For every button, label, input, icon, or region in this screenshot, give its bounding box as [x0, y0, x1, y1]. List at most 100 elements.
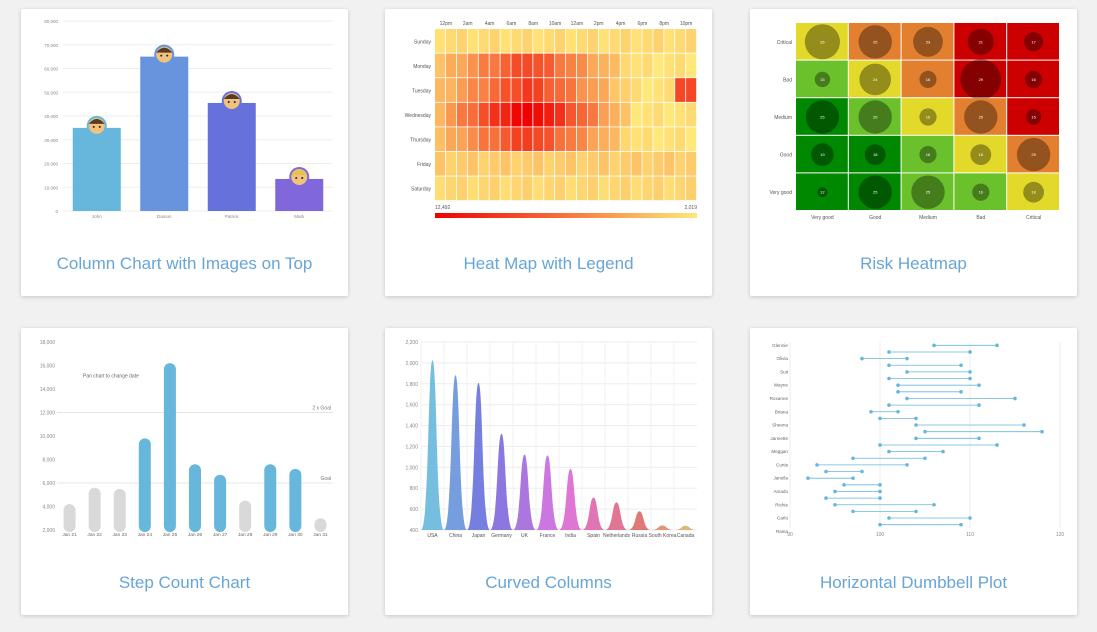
- x-tick-label: Japan: [472, 533, 486, 539]
- card-dumbbell[interactable]: 90 100 110 120 Glennie Olivia Suit Wayne Roxanne…: [750, 328, 1077, 615]
- heatmap-cell: [500, 78, 511, 102]
- y-tick-label: Tuesday: [412, 88, 431, 94]
- card-title[interactable]: Column Chart with Images on Top: [56, 254, 313, 273]
- heatmap-cell: [620, 78, 631, 102]
- x-tick-label: India: [565, 533, 576, 539]
- y-tick-label: Monday: [413, 64, 431, 70]
- heatmap-cell: [675, 53, 686, 78]
- risk-bubble-label: 16: [926, 115, 931, 120]
- heatmap-cell: [653, 151, 664, 176]
- risk-bubble-label: 25: [873, 190, 878, 195]
- heatmap-cell: [445, 102, 457, 127]
- dumbbell-start: [851, 456, 855, 461]
- heatmap-cell: [544, 29, 555, 53]
- risk-bubble-label: 25: [873, 115, 878, 120]
- risk-cell: [848, 98, 901, 135]
- card-title[interactable]: Horizontal Dumbbell Plot: [819, 573, 1008, 592]
- card-curved-columns[interactable]: 400 600 800 1,000 1,200 1,400 1,600 1,800 2,000 2…: [385, 328, 712, 615]
- y-tick-label: 80,000: [44, 19, 58, 24]
- card-heatmap-legend[interactable]: 12pm 2am 4am 6am 8am 10am 12am 2pm 4pm 6pm 8pm 10pm…: [385, 9, 712, 296]
- risk-cell: [954, 135, 1007, 173]
- y-tick-label: Very good: [769, 190, 792, 196]
- card-title[interactable]: Heat Map with Legend: [463, 254, 634, 273]
- x-tick-label: 90: [787, 532, 793, 538]
- dumbbell-end: [959, 363, 963, 368]
- x-tick-label: 6am: [507, 21, 517, 27]
- card-title[interactable]: Risk Heatmap: [860, 254, 967, 273]
- heatmap-cell: [598, 78, 609, 102]
- dumbbell-end: [905, 463, 909, 467]
- dumbbell-start: [815, 463, 819, 467]
- x-tick-label: Germany: [491, 533, 512, 539]
- dumbbell-end: [968, 350, 972, 354]
- risk-bubble-label: 29: [979, 77, 984, 82]
- y-tick-label: Meggan: [771, 449, 788, 454]
- heatmap-cell: [664, 127, 675, 152]
- heatmap-cell: [653, 29, 664, 53]
- heatmap-cell: [435, 102, 446, 127]
- heatmap-cell: [686, 53, 697, 78]
- risk-bubble: [967, 28, 994, 55]
- card-column-images[interactable]: 0 10,000 20,000 30,000 40,000 50,000 60,000 70,…: [21, 9, 348, 296]
- dumbbell-end: [932, 502, 936, 507]
- risk-bubble: [1025, 109, 1042, 125]
- heatmap-cell: [642, 127, 653, 152]
- heatmap-cell: [598, 127, 609, 152]
- card-title[interactable]: Step Count Chart: [118, 573, 251, 592]
- bar: [207, 102, 256, 211]
- dumbbell-start: [869, 409, 873, 414]
- heatmap-cell: [609, 151, 620, 176]
- heatmap-cell: [533, 78, 544, 102]
- dumbbell-chart: 90 100 110 120 Glennie Olivia Suit Wayne Roxanne…: [770, 342, 1064, 538]
- y-tick-label: Briana: [775, 409, 789, 414]
- risk-bubble-label: 15: [820, 77, 825, 82]
- dumbbell-end: [914, 509, 918, 514]
- heatmap-cell: [555, 78, 566, 102]
- y-tick-label: Curtis: [776, 462, 789, 467]
- curved-column: [559, 469, 582, 530]
- heatmap-cell: [664, 78, 675, 102]
- dumbbell-start: [914, 423, 918, 427]
- heatmap-cell: [445, 29, 457, 53]
- risk-bubble: [913, 26, 943, 57]
- heatmap-cell: [686, 29, 697, 53]
- heatmap-cell: [631, 127, 642, 152]
- heatmap-cell: [533, 29, 544, 53]
- y-tick-label: Wayne: [774, 383, 789, 388]
- heatmap-cell: [489, 127, 500, 152]
- risk-bubble-label: 23: [926, 39, 931, 44]
- dumbbell-end: [896, 409, 900, 414]
- heatmap-cell: [587, 78, 598, 102]
- heatmap-cell: [631, 151, 642, 176]
- heatmap-cell: [467, 102, 478, 127]
- heatmap-cell: [435, 127, 446, 152]
- card-title[interactable]: Curved Columns: [485, 573, 612, 592]
- heatmap-cell: [587, 102, 598, 127]
- risk-cell: [1007, 173, 1059, 210]
- dumbbell-start: [842, 483, 846, 487]
- y-tick-label: 800: [410, 486, 419, 492]
- heatmap-cell: [456, 176, 467, 201]
- card-risk-heatmap[interactable]: Critical Bad Medium Good Very good Very good G…: [750, 9, 1077, 296]
- risk-bubble: [1023, 181, 1044, 203]
- y-tick-label: 40,000: [44, 114, 58, 119]
- card-step-count[interactable]: 2,000 4,000 6,000 8,000 10,000 12,000 14,000 16…: [21, 328, 348, 615]
- risk-bubble-label: 16: [926, 152, 931, 157]
- step-bar: [214, 474, 227, 532]
- risk-cell: [1007, 60, 1059, 98]
- x-tick-label: Jan 29: [263, 532, 278, 538]
- heatmap-cell: [511, 53, 522, 78]
- dumbbell-end: [995, 343, 999, 348]
- curved-column: [628, 511, 651, 530]
- risk-bubble-label: 25: [1031, 152, 1036, 157]
- risk-bubble: [858, 25, 892, 59]
- risk-bubble: [811, 143, 834, 166]
- heatmap-cell: [445, 176, 457, 201]
- heatmap-cell: [576, 127, 588, 152]
- risk-bubble-label: 18: [979, 152, 984, 157]
- heatmap-cell: [555, 53, 566, 78]
- x-tick-label: 2pm: [594, 21, 604, 27]
- y-tick-label: Wednesday: [405, 113, 432, 119]
- heatmap-cell: [653, 127, 664, 152]
- heatmap-cell: [675, 176, 686, 201]
